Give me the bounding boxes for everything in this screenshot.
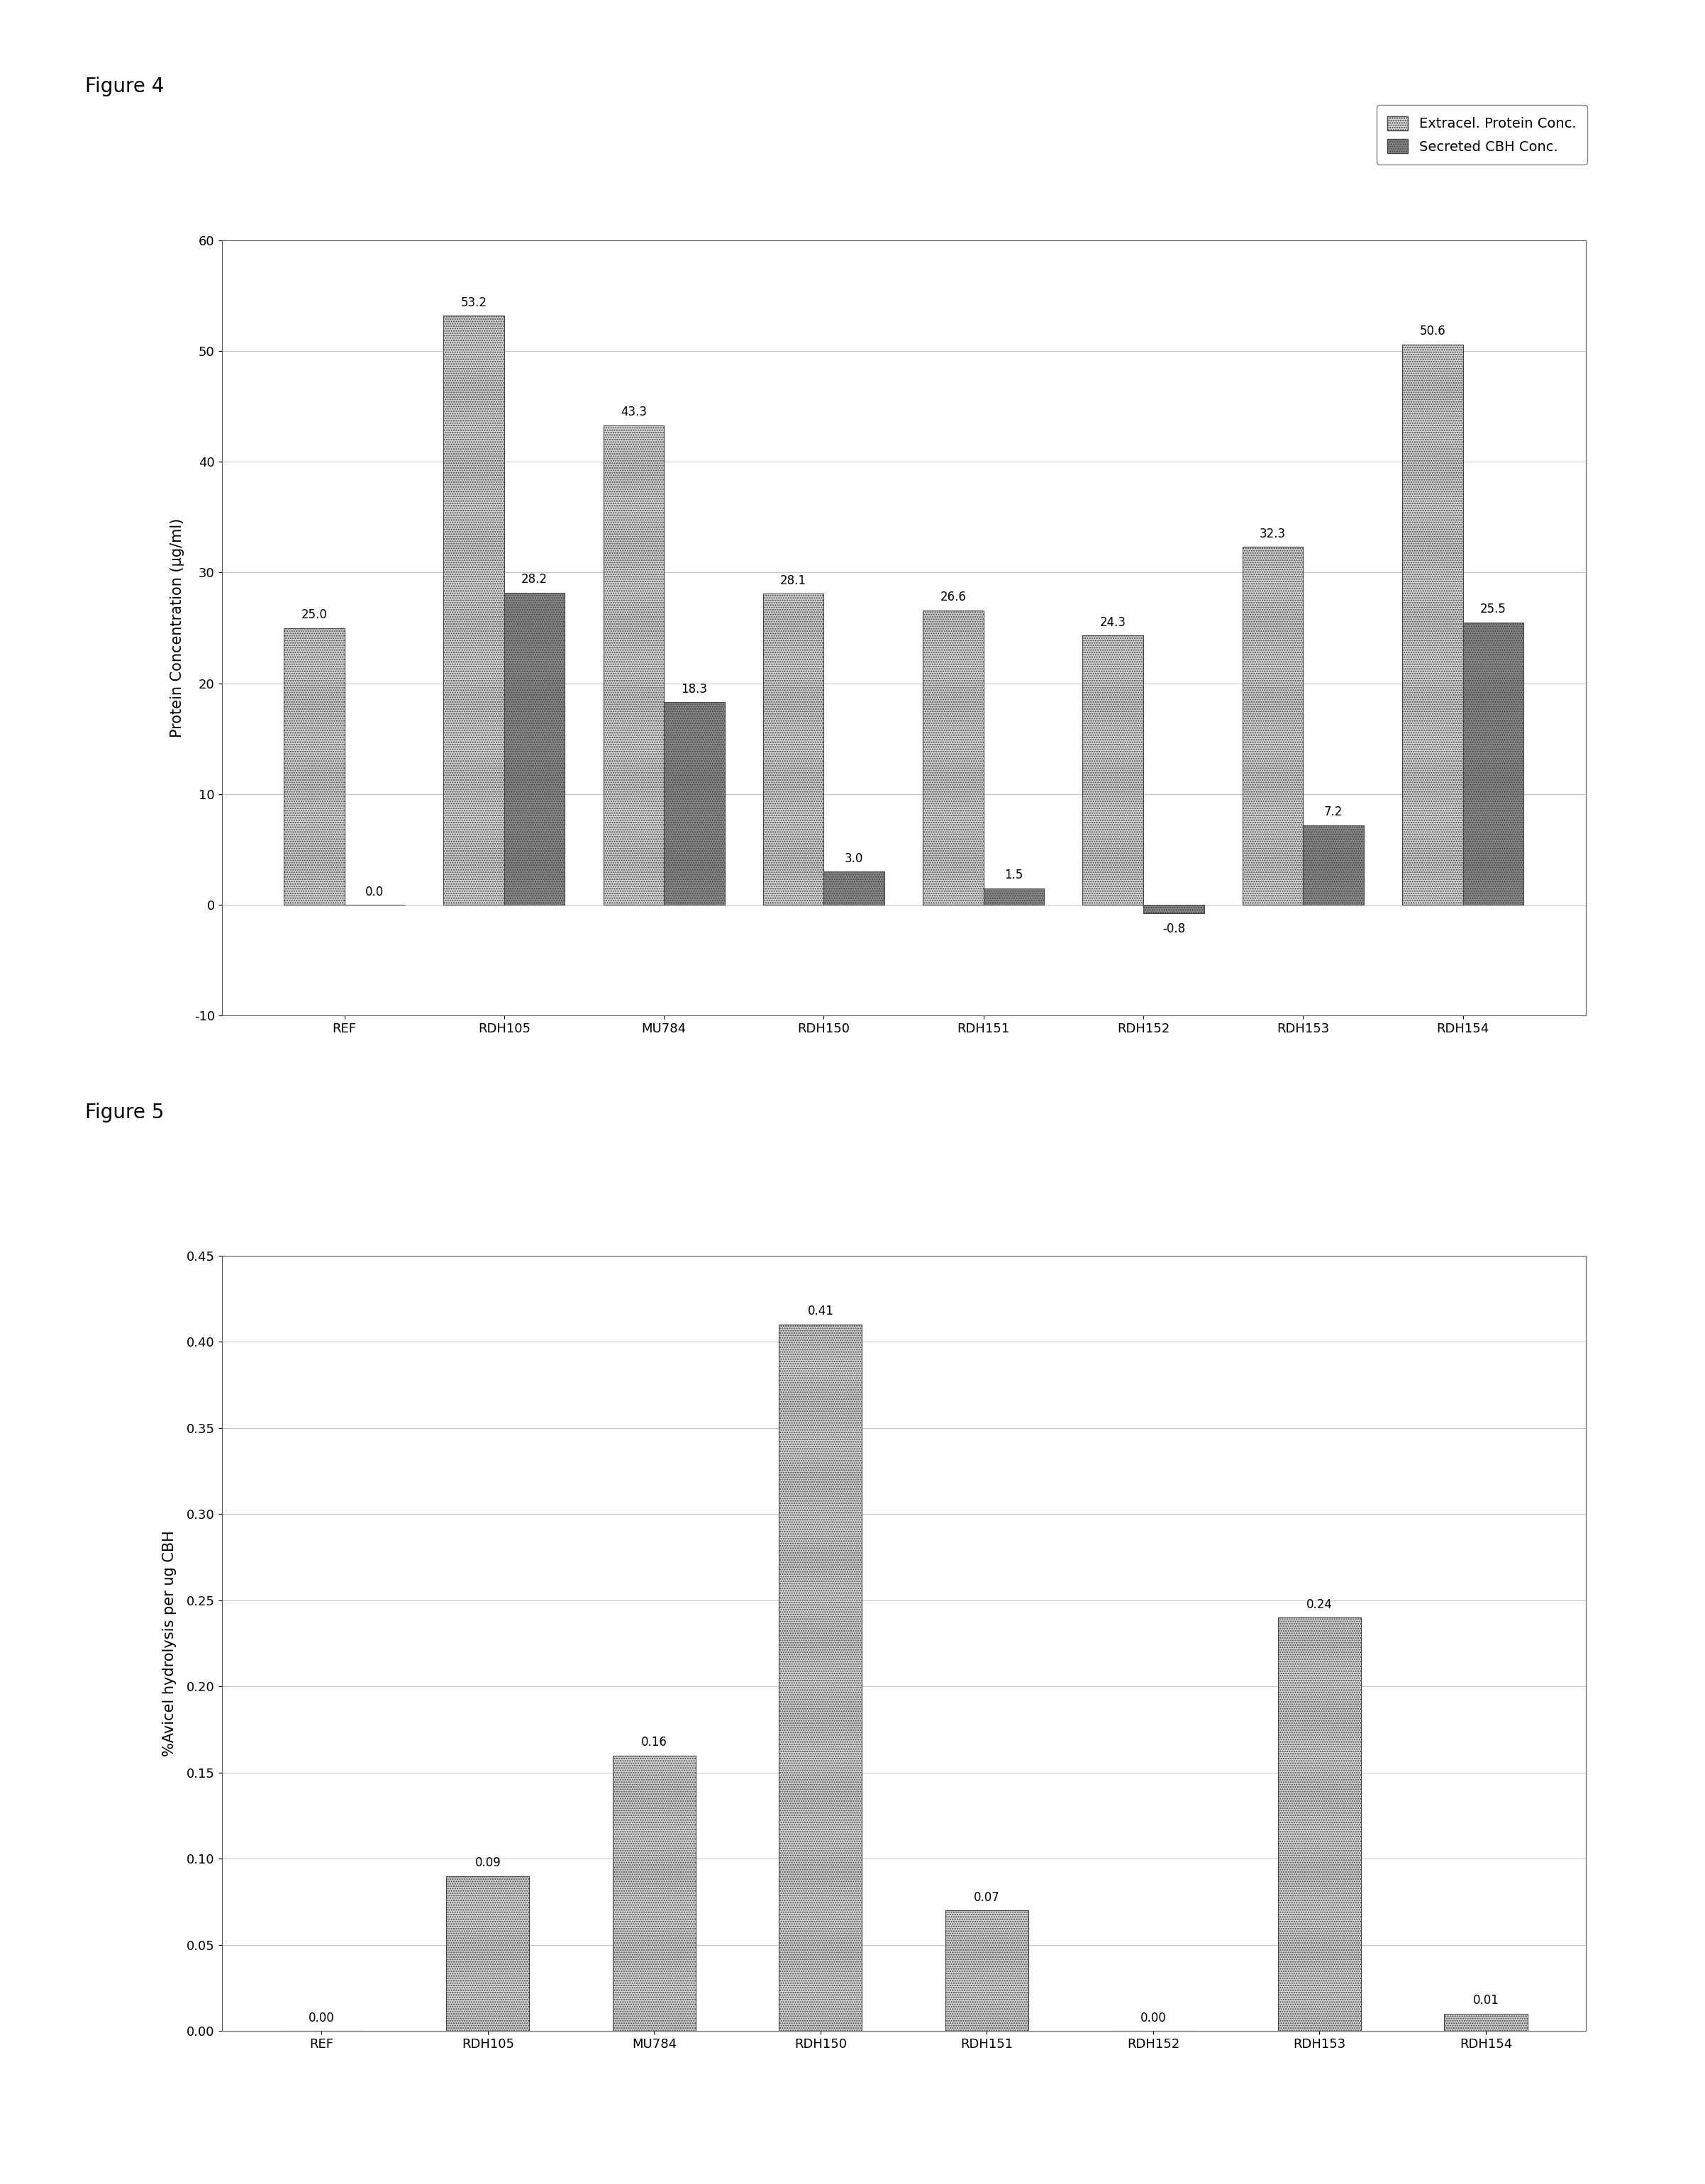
Text: 0.24: 0.24 bbox=[1306, 1599, 1333, 1612]
Bar bbox=[1144, 904, 1204, 913]
Text: 0.41: 0.41 bbox=[808, 1306, 834, 1317]
Text: 0.16: 0.16 bbox=[641, 1736, 667, 1749]
Bar bbox=[612, 1756, 696, 2031]
Bar bbox=[1463, 622, 1524, 904]
Bar bbox=[283, 629, 344, 904]
Bar bbox=[663, 701, 725, 904]
Text: 25.0: 25.0 bbox=[302, 609, 327, 620]
Bar bbox=[764, 594, 824, 904]
Text: -0.8: -0.8 bbox=[1163, 922, 1185, 935]
Bar bbox=[1444, 2014, 1528, 2031]
Bar bbox=[1083, 636, 1144, 904]
Bar bbox=[505, 592, 564, 904]
Text: 0.01: 0.01 bbox=[1473, 1994, 1499, 2007]
Bar bbox=[779, 1326, 863, 2031]
Text: 0.09: 0.09 bbox=[474, 1856, 501, 1870]
Legend: Extracel. Protein Conc., Secreted CBH Conc.: Extracel. Protein Conc., Secreted CBH Co… bbox=[1376, 105, 1587, 164]
Text: 50.6: 50.6 bbox=[1420, 325, 1446, 339]
Text: 43.3: 43.3 bbox=[621, 406, 646, 419]
Bar bbox=[1279, 1618, 1361, 2031]
Text: Figure 4: Figure 4 bbox=[85, 76, 164, 96]
Y-axis label: Protein Concentration (µg/ml): Protein Concentration (µg/ml) bbox=[170, 518, 184, 738]
Text: 26.6: 26.6 bbox=[939, 590, 967, 603]
Text: 0.00: 0.00 bbox=[1141, 2011, 1166, 2025]
Text: 3.0: 3.0 bbox=[844, 852, 863, 865]
Text: 0.07: 0.07 bbox=[974, 1891, 999, 1904]
Text: 24.3: 24.3 bbox=[1100, 616, 1125, 629]
Bar bbox=[1243, 546, 1303, 904]
Bar bbox=[604, 426, 663, 904]
Y-axis label: %Avicel hydrolysis per ug CBH: %Avicel hydrolysis per ug CBH bbox=[162, 1531, 177, 1756]
Text: 0.0: 0.0 bbox=[365, 885, 384, 898]
Bar bbox=[824, 871, 885, 904]
Bar bbox=[984, 889, 1043, 904]
Bar bbox=[922, 609, 984, 904]
Text: 18.3: 18.3 bbox=[682, 684, 708, 695]
Text: 32.3: 32.3 bbox=[1260, 529, 1286, 539]
Text: 28.2: 28.2 bbox=[522, 572, 547, 585]
Text: 28.1: 28.1 bbox=[781, 574, 806, 587]
Text: 0.00: 0.00 bbox=[309, 2011, 334, 2025]
Bar bbox=[945, 1911, 1028, 2031]
Text: 53.2: 53.2 bbox=[460, 297, 488, 308]
Text: 25.5: 25.5 bbox=[1480, 603, 1506, 616]
Text: 1.5: 1.5 bbox=[1004, 869, 1023, 882]
Text: 7.2: 7.2 bbox=[1325, 806, 1344, 819]
Text: Figure 5: Figure 5 bbox=[85, 1103, 164, 1123]
Bar bbox=[1402, 345, 1463, 904]
Bar bbox=[1303, 826, 1364, 904]
Bar bbox=[447, 1876, 529, 2031]
Bar bbox=[443, 314, 505, 904]
